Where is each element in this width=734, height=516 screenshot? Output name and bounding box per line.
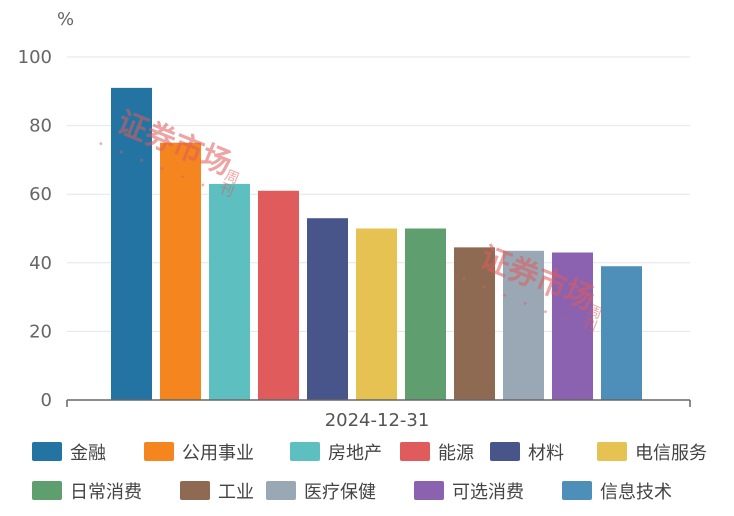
bar-4 [258,190,299,400]
legend-swatch [414,481,444,500]
y-tick-label: 80 [29,116,52,137]
legend-item-9[interactable]: 医疗保健 [266,481,376,503]
y-tick-label: 40 [29,253,52,274]
bar-6 [356,228,397,400]
x-axis-ticks [66,400,691,407]
legend-swatch [490,442,520,461]
legend-swatch [32,442,62,461]
y-axis-unit: % [57,9,74,30]
legend-label: 医疗保健 [304,482,376,503]
legend-item-8[interactable]: 工业 [180,481,254,503]
legend-label: 信息技术 [600,482,672,503]
legend-label: 电信服务 [635,443,707,464]
legend-swatch [597,442,627,461]
legend-item-6[interactable]: 电信服务 [597,442,707,464]
y-tick-label: 100 [18,47,52,68]
legend-item-2[interactable]: 公用事业 [144,442,254,464]
legend-label: 材料 [528,443,564,464]
legend-item-11[interactable]: 信息技术 [562,481,672,503]
y-tick-label: 20 [29,321,52,342]
legend-label: 金融 [70,443,106,464]
bar-10 [552,252,593,400]
legend-item-5[interactable]: 材料 [490,442,564,464]
legend-label: 公用事业 [182,443,254,464]
bar-1 [111,87,152,401]
legend-item-4[interactable]: 能源 [400,442,474,464]
bar-11 [601,266,642,400]
legend-item-1[interactable]: 金融 [32,442,106,464]
y-tick-label: 60 [29,184,52,205]
bar-7 [405,228,446,400]
legend-swatch [32,481,62,500]
bar-9 [503,250,544,400]
legend-swatch [144,442,174,461]
legend-swatch [562,481,592,500]
bars [111,87,642,401]
legend-label: 房地产 [328,443,382,464]
legend-item-10[interactable]: 可选消费 [414,481,524,503]
legend-item-3[interactable]: 房地产 [290,442,382,464]
y-tick-label: 0 [41,390,52,411]
legend-label: 可选消费 [452,482,524,503]
legend-swatch [266,481,296,500]
x-category-label: 2024-12-31 [325,410,430,431]
bar-2 [160,142,201,400]
bar-3 [209,183,250,400]
legend-label: 工业 [218,482,254,503]
legend-label: 日常消费 [70,482,142,503]
y-axis-ticks: 0 20 40 60 80 100 [18,47,52,411]
bar-8 [454,247,495,400]
legend-label: 能源 [438,443,474,464]
legend-swatch [290,442,320,461]
legend-swatch [400,442,430,461]
legend-swatch [180,481,210,500]
bar-5 [307,218,348,400]
legend-item-7[interactable]: 日常消费 [32,481,142,503]
